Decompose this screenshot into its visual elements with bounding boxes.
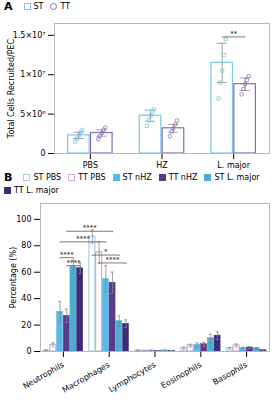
svg-text:****: **** xyxy=(106,256,121,264)
svg-text:Percentage (%): Percentage (%) xyxy=(9,247,18,308)
svg-text:60: 60 xyxy=(21,268,31,277)
svg-text:100: 100 xyxy=(16,215,31,224)
html-text:TT nHZ: TT nHZ xyxy=(168,173,198,182)
svg-text:****: **** xyxy=(60,251,75,259)
html-text:ST nHZ: ST nHZ xyxy=(122,173,152,182)
svg-text:0: 0 xyxy=(40,149,45,158)
svg-text:HZ: HZ xyxy=(156,161,168,170)
html-text:B: B xyxy=(4,171,13,184)
html-text:A: A xyxy=(4,0,13,13)
svg-text:Macrophages: Macrophages xyxy=(61,360,112,393)
svg-text:****: **** xyxy=(76,235,91,243)
svg-text:****: **** xyxy=(66,259,81,267)
html-text:TT L. major: TT L. major xyxy=(14,186,59,195)
html-text:ST L. major: ST L. major xyxy=(214,173,260,182)
svg-text:Lymphocytes: Lymphocytes xyxy=(107,360,157,393)
html-text:TT: TT xyxy=(60,2,71,11)
html-text:ST PBS: ST PBS xyxy=(33,173,62,182)
svg-text:40: 40 xyxy=(21,294,31,303)
svg-text:5×10⁶: 5×10⁶ xyxy=(20,110,45,119)
svg-text:PBS: PBS xyxy=(83,161,98,170)
svg-text:Basophils: Basophils xyxy=(211,360,249,387)
svg-text:0: 0 xyxy=(26,347,31,356)
svg-text:*: * xyxy=(104,248,108,256)
html-text:TT PBS: TT PBS xyxy=(78,173,106,182)
svg-text:****: **** xyxy=(83,224,98,232)
html-text:ST: ST xyxy=(33,2,44,11)
svg-text:20: 20 xyxy=(21,321,31,330)
svg-text:1.5×10⁷: 1.5×10⁷ xyxy=(13,31,46,40)
svg-text:**: ** xyxy=(230,30,238,38)
svg-text:Total Cells Recruited/PEC: Total Cells Recruited/PEC xyxy=(7,38,16,139)
svg-text:1×10⁷: 1×10⁷ xyxy=(20,70,45,79)
svg-text:Eosinophils: Eosinophils xyxy=(160,360,204,390)
svg-text:L. major: L. major xyxy=(217,161,250,170)
svg-text:Neutrophils: Neutrophils xyxy=(21,360,65,391)
svg-text:80: 80 xyxy=(21,241,31,250)
